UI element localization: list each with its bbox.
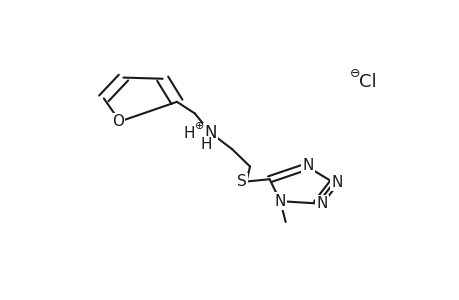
Text: S: S (237, 174, 246, 189)
Text: H: H (183, 125, 195, 140)
Text: N: N (331, 175, 342, 190)
Text: ⊕: ⊕ (194, 121, 204, 131)
Text: ⊖: ⊖ (349, 67, 360, 80)
Text: N: N (302, 158, 313, 173)
Text: N: N (316, 196, 327, 211)
Text: N: N (204, 124, 217, 142)
Text: O: O (112, 114, 123, 129)
Text: H: H (200, 136, 212, 152)
Text: N: N (274, 194, 285, 209)
Text: Cl: Cl (358, 73, 375, 91)
